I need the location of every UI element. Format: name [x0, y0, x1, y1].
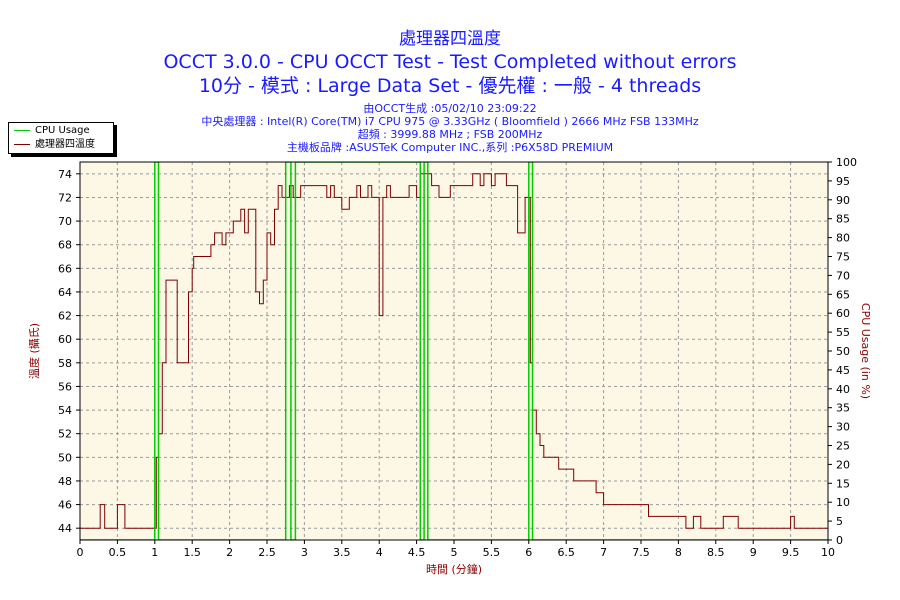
y-right-tick-label: 55: [836, 326, 850, 339]
legend-label-cpu-usage: CPU Usage: [35, 125, 90, 136]
x-tick-label: 5.5: [483, 546, 501, 559]
x-tick-label: 3.5: [333, 546, 351, 559]
series-line-temperature: [80, 173, 828, 529]
legend-swatch-cpu-usage: [14, 130, 30, 131]
y-axis-left: 44 46 48 50 52 54 56 58 60 62 64 66 68 70 72 74: [58, 168, 80, 535]
x-tick-label: 8.5: [707, 546, 725, 559]
y-right-tick-label: 5: [836, 515, 843, 528]
y-left-tick-label: 56: [58, 380, 72, 393]
y-right-tick-label: 40: [836, 383, 850, 396]
y-right-tick-label: 90: [836, 194, 850, 207]
y-axis-right-label: CPU Usage (in %): [859, 303, 872, 399]
y-right-tick-label: 30: [836, 421, 850, 434]
y-left-tick-label: 66: [58, 262, 72, 275]
y-left-tick-label: 70: [58, 215, 72, 228]
x-tick-label: 7.5: [632, 546, 650, 559]
y-left-tick-label: 64: [58, 286, 72, 299]
x-tick-label: 0.5: [109, 546, 127, 559]
x-tick-label: 1.5: [183, 546, 201, 559]
x-tick-label: 9.5: [782, 546, 800, 559]
legend-swatch-temperature: [14, 144, 30, 145]
x-tick-label: 8: [675, 546, 682, 559]
y-left-tick-label: 44: [58, 522, 72, 535]
x-tick-label: 4: [376, 546, 383, 559]
x-tick-label: 2: [226, 546, 233, 559]
x-axis: 0 0.5 1 1.5 2 2.5 3 3.5 4 4.5 5 5.5 6 6.5 7 7.5 8 8.5 9 9.5…: [77, 540, 835, 559]
x-tick-label: 5: [451, 546, 458, 559]
y-left-tick-label: 48: [58, 475, 72, 488]
y-right-tick-label: 10: [836, 496, 850, 509]
y-left-tick-label: 46: [58, 499, 72, 512]
x-tick-label: 6: [525, 546, 532, 559]
x-tick-label: 4.5: [408, 546, 426, 559]
x-tick-label: 0: [77, 546, 84, 559]
y-right-tick-label: 15: [836, 477, 850, 490]
x-tick-label: 2.5: [258, 546, 276, 559]
legend-item-cpu-usage: CPU Usage: [9, 124, 113, 137]
chart-title-mode: 10分 - 模式 : Large Data Set - 優先權 : 一般 - 4…: [198, 75, 702, 97]
legend-label-temperature: 處理器四溫度: [35, 139, 95, 150]
y-right-tick-label: 85: [836, 213, 850, 226]
x-tick-label: 6.5: [557, 546, 575, 559]
chart-title-sensor: 處理器四溫度: [399, 29, 501, 49]
x-axis-label: 時間 (分鐘): [426, 562, 482, 576]
y-right-tick-label: 75: [836, 251, 850, 264]
chart-subtitle-motherboard: 主機板品牌 :ASUSTeK Computer INC.,系列 :P6X58D …: [286, 141, 614, 154]
y-right-tick-label: 35: [836, 402, 850, 415]
y-left-tick-label: 54: [58, 404, 72, 417]
y-right-tick-label: 25: [836, 440, 850, 453]
y-left-tick-label: 74: [58, 168, 72, 181]
chart-legend: CPU Usage 處理器四溫度: [8, 122, 114, 154]
legend-item-temperature: 處理器四溫度: [9, 138, 113, 151]
y-right-tick-label: 100: [836, 156, 857, 169]
y-right-tick-label: 95: [836, 175, 850, 188]
y-left-tick-label: 52: [58, 428, 72, 441]
y-right-tick-label: 45: [836, 364, 850, 377]
chart-subtitle-generated: 由OCCT生成 :05/02/10 23:09:22: [363, 102, 537, 115]
y-right-tick-label: 65: [836, 288, 850, 301]
y-left-tick-label: 72: [58, 191, 72, 204]
y-axis-right: 0 5 10 15 20 25 30 35 40 45 50 55 60 65 70 75 80 85 90 95 10…: [828, 156, 857, 547]
chart-title-test: OCCT 3.0.0 - CPU OCCT Test - Test Comple…: [163, 51, 737, 73]
y-right-tick-label: 70: [836, 269, 850, 282]
y-right-tick-label: 60: [836, 307, 850, 320]
y-left-tick-label: 68: [58, 239, 72, 252]
y-right-tick-label: 0: [836, 534, 843, 547]
y-left-tick-label: 58: [58, 357, 72, 370]
y-left-tick-label: 62: [58, 310, 72, 323]
chart-grid: [80, 162, 828, 540]
chart-series: [80, 162, 828, 540]
y-right-tick-label: 80: [836, 232, 850, 245]
y-right-tick-label: 50: [836, 345, 850, 358]
x-tick-label: 10: [821, 546, 835, 559]
chart-subtitle-cpu: 中央處理器 : Intel(R) Core(TM) i7 CPU 975 @ 3…: [201, 115, 699, 128]
chart-subtitle-overclock: 超頻 : 3999.88 MHz ; FSB 200MHz: [357, 128, 543, 141]
x-tick-label: 9: [750, 546, 757, 559]
y-left-tick-label: 60: [58, 333, 72, 346]
y-left-tick-label: 50: [58, 451, 72, 464]
y-axis-left-label: 溫度 (攝氏): [27, 323, 41, 379]
x-tick-label: 7: [600, 546, 607, 559]
series-line-cpu-usage: [80, 162, 828, 540]
chart-title-block: 處理器四溫度 OCCT 3.0.0 - CPU OCCT Test - Test…: [0, 0, 900, 154]
x-tick-label: 3: [301, 546, 308, 559]
y-right-tick-label: 20: [836, 458, 850, 471]
x-tick-label: 1: [151, 546, 158, 559]
